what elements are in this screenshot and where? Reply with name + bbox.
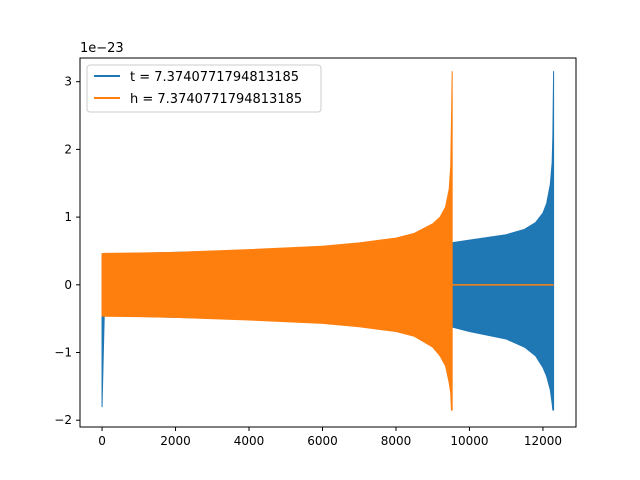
x-tick-label-12000: 12000 (524, 434, 562, 448)
y-tick-label-3: 1 (64, 210, 72, 224)
legend-label-h: h = 7.3740771794813185 (130, 92, 302, 107)
y-offset-label: 1e−23 (80, 41, 124, 56)
x-tick-label-10000: 10000 (450, 434, 488, 448)
x-tick-label-2000: 2000 (160, 434, 191, 448)
x-axis: 0 2000 4000 6000 8000 10000 12000 (98, 427, 562, 448)
x-tick-label-8000: 8000 (381, 434, 412, 448)
y-tick-label-1: −1 (54, 346, 72, 360)
y-tick-label-4: 2 (64, 142, 72, 156)
y-tick-label-2: 0 (64, 278, 72, 292)
x-tick-label-4000: 4000 (234, 434, 265, 448)
plot-frame (79, 57, 577, 428)
y-tick-label-5: 3 (64, 75, 72, 89)
series-layer (101, 71, 555, 411)
series-1-band (101, 71, 453, 411)
x-tick-label-0: 0 (98, 434, 106, 448)
x-tick-label-6000: 6000 (307, 434, 338, 448)
y-tick-label-0: −2 (54, 413, 72, 427)
legend: t = 7.3740771794813185 h = 7.37407717948… (86, 64, 322, 113)
legend-label-t: t = 7.3740771794813185 (130, 70, 299, 85)
y-axis: −2 −1 0 1 2 3 (54, 75, 80, 427)
legend-box (86, 64, 322, 113)
